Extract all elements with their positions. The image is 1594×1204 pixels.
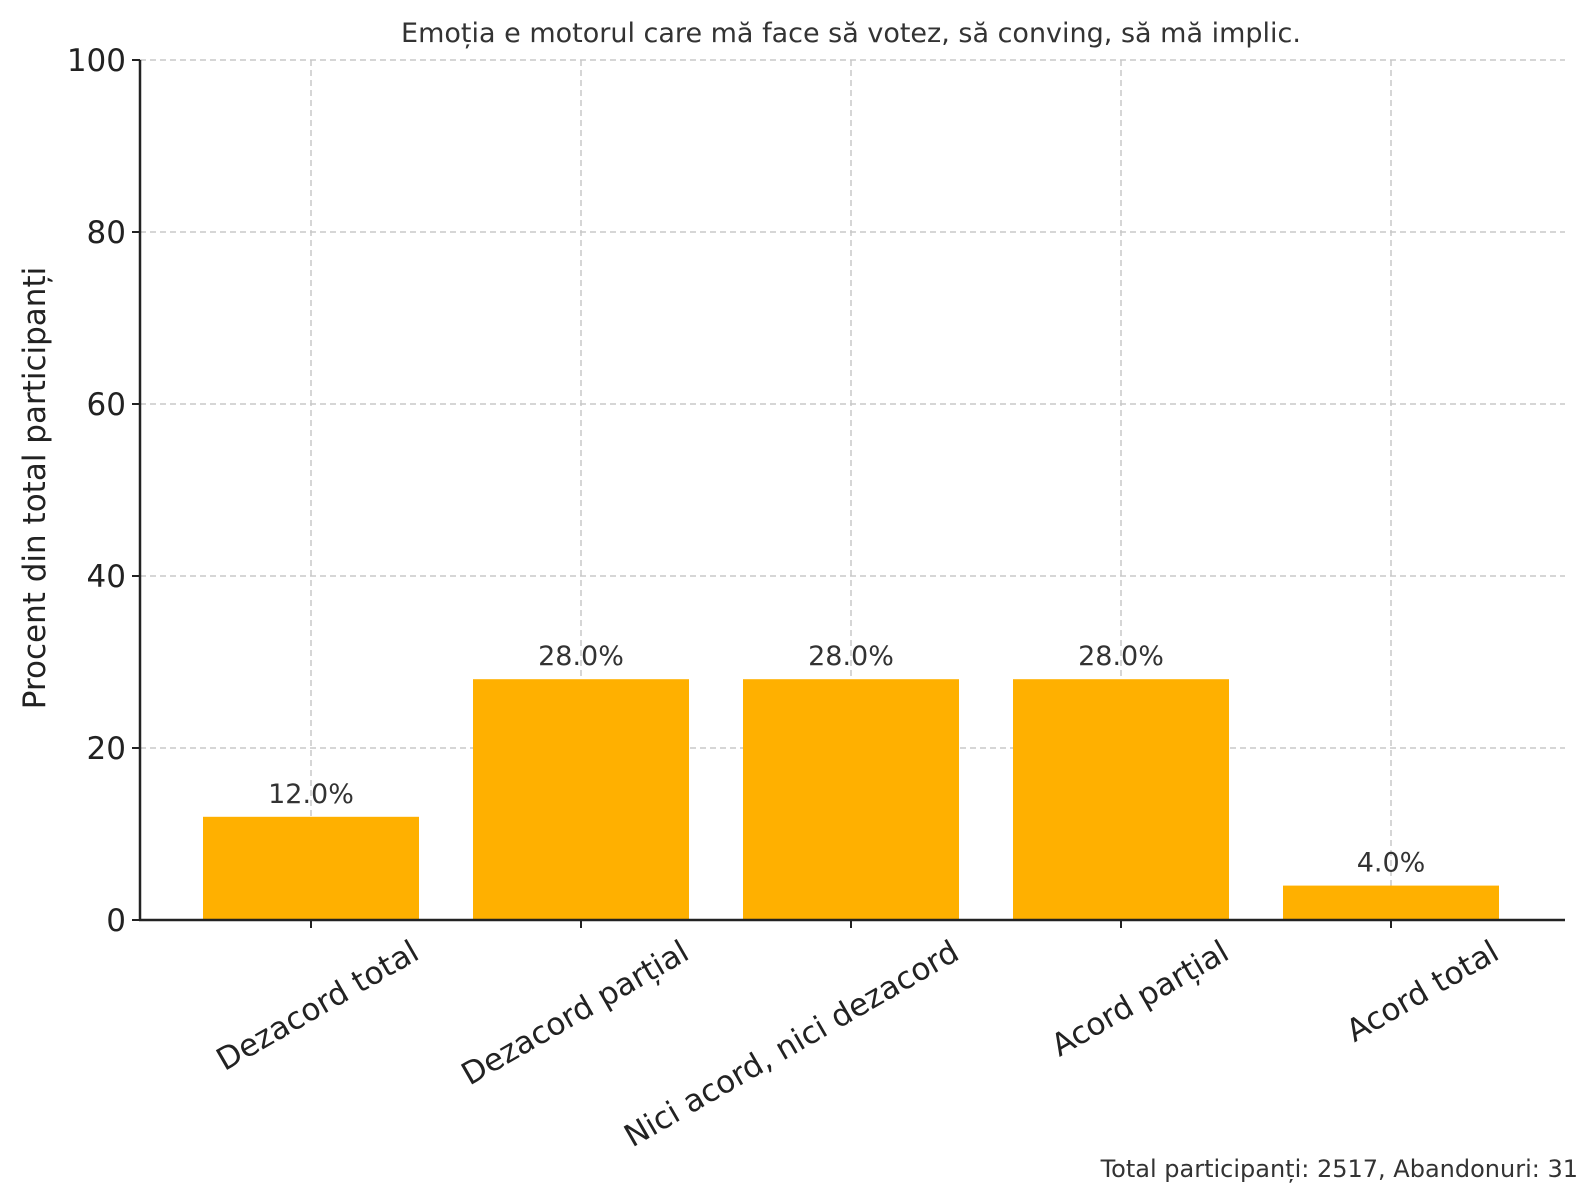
- y-tick-label-20: 20: [87, 731, 126, 767]
- data-label-0: 12.0%: [268, 779, 354, 810]
- y-tick-label-40: 40: [87, 559, 126, 595]
- x-tick-label-3: Acord parțial: [1045, 934, 1235, 1064]
- data-label-1: 28.0%: [538, 641, 624, 672]
- x-tick-label-0: Dezacord total: [211, 934, 425, 1079]
- axes: [132, 59, 1565, 928]
- data-label-3: 28.0%: [1078, 641, 1164, 672]
- bar-0: [203, 816, 419, 920]
- y-tick-label-60: 60: [87, 387, 126, 423]
- bar-4: [1283, 885, 1499, 920]
- y-tick-label-80: 80: [87, 215, 126, 251]
- x-tick-label-1: Dezacord parțial: [456, 934, 695, 1093]
- labels: 12.0% 28.0% 28.0% 28.0% 4.0% 0 20 40 60 80 100 Deza…: [67, 43, 1505, 1155]
- bar-1: [473, 679, 689, 920]
- footnote: Total participanți: 2517, Abandonuri: 31: [1100, 1155, 1578, 1183]
- y-axis-label: Procent din total participanți: [17, 267, 53, 709]
- x-tick-label-4: Acord total: [1340, 934, 1505, 1050]
- chart-title: Emoția e motorul care mă face să votez, …: [401, 18, 1301, 49]
- bar-2: [743, 679, 959, 920]
- y-tick-label-100: 100: [67, 43, 126, 79]
- bars: [203, 679, 1499, 920]
- bar-3: [1013, 679, 1229, 920]
- data-label-2: 28.0%: [808, 641, 894, 672]
- data-label-4: 4.0%: [1357, 848, 1426, 879]
- y-tick-label-0: 0: [106, 903, 126, 939]
